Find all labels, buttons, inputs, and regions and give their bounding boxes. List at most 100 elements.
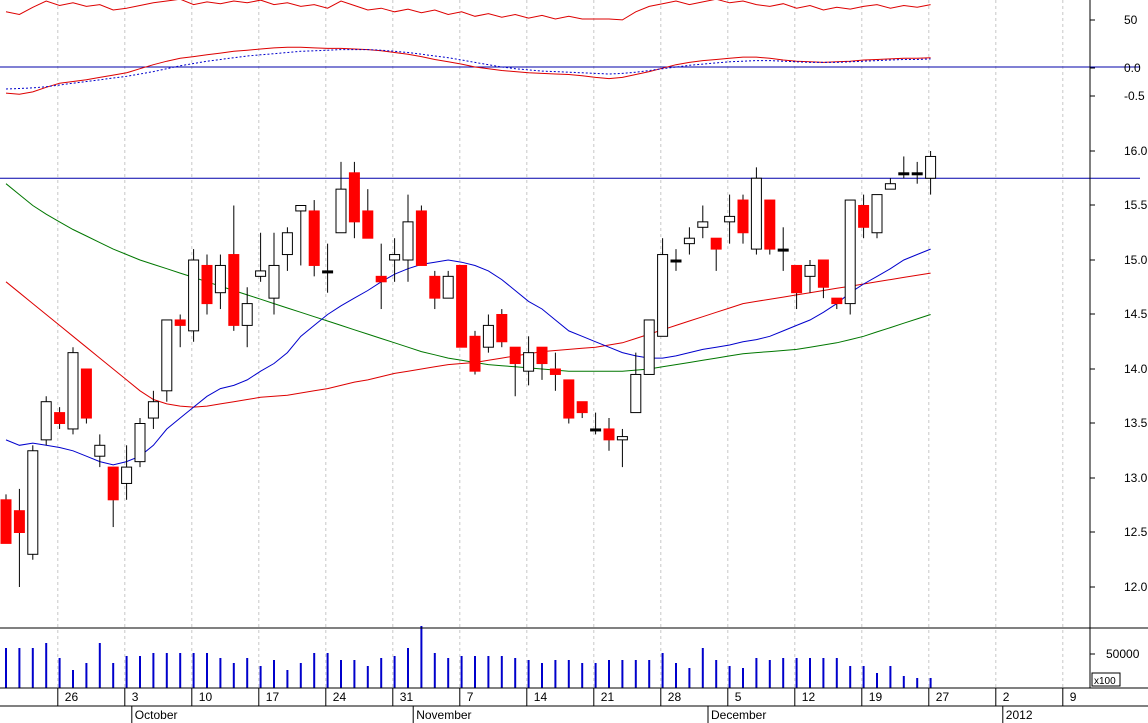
candle-body xyxy=(724,215,736,223)
candle-body xyxy=(415,210,427,266)
candle xyxy=(389,238,401,282)
day-label: 17 xyxy=(266,690,280,704)
price-tick-label: 13.0 xyxy=(1124,471,1148,485)
candle-body xyxy=(616,436,628,441)
candle xyxy=(415,205,427,266)
candle xyxy=(831,297,843,310)
candle xyxy=(228,205,240,331)
day-label: 12 xyxy=(802,690,816,704)
candle xyxy=(174,314,186,348)
candle-body xyxy=(241,303,253,326)
price-tick-label: 12.5 xyxy=(1124,525,1148,539)
candle-body xyxy=(295,205,307,212)
candle xyxy=(255,232,267,282)
candle xyxy=(348,161,360,239)
candle xyxy=(94,434,106,468)
price-tick-label: 14.5 xyxy=(1124,307,1148,321)
candle-body xyxy=(121,466,133,484)
candle xyxy=(188,249,200,342)
moving-average-short xyxy=(5,248,931,466)
indicator-tick-label: 50 xyxy=(1124,13,1138,27)
candle-body xyxy=(402,221,414,261)
candle xyxy=(925,151,937,195)
candle xyxy=(871,194,883,239)
candle-body xyxy=(107,466,119,501)
candle-body xyxy=(871,194,883,234)
candle-body xyxy=(134,423,146,463)
candle-body xyxy=(563,379,575,419)
candle xyxy=(0,494,12,544)
candle-body xyxy=(54,412,66,425)
candle-body xyxy=(804,264,816,277)
day-label: 10 xyxy=(199,690,213,704)
candle-body xyxy=(777,248,789,252)
price-tick-label: 15.5 xyxy=(1124,198,1148,212)
candle xyxy=(268,232,280,315)
volume-panel xyxy=(5,626,932,688)
candle-body xyxy=(482,324,494,348)
candle-body xyxy=(322,270,334,274)
month-label: December xyxy=(711,708,766,722)
candle xyxy=(791,264,803,310)
candle-body xyxy=(362,210,374,239)
candle xyxy=(590,412,602,435)
candle-body xyxy=(40,401,52,441)
candle-body xyxy=(456,264,468,348)
candle xyxy=(54,407,66,429)
candle-body xyxy=(603,428,615,441)
oscillator-upper-line xyxy=(5,0,931,21)
candle xyxy=(563,379,575,424)
candle-body xyxy=(791,264,803,294)
candle-body xyxy=(80,368,92,419)
month-label: November xyxy=(416,708,471,722)
candle-body xyxy=(884,183,896,190)
day-label: 14 xyxy=(534,690,548,704)
candle-body xyxy=(657,254,669,337)
candle-body xyxy=(188,259,200,332)
candle-body xyxy=(683,237,695,245)
day-label: 2 xyxy=(1003,690,1010,704)
candle-body xyxy=(630,373,642,414)
candle-body xyxy=(13,510,25,534)
candle xyxy=(576,401,588,419)
candle-body xyxy=(697,221,709,228)
candle-body xyxy=(429,275,441,299)
candle-body xyxy=(161,319,173,392)
candle xyxy=(858,194,870,239)
candle-body xyxy=(0,499,12,544)
candle xyxy=(308,200,320,277)
indicator-tick-label: 0.0 xyxy=(1124,61,1141,75)
candle xyxy=(362,189,374,239)
indicator-panel xyxy=(0,0,1140,95)
candle xyxy=(737,194,749,244)
candle xyxy=(697,205,709,239)
candle xyxy=(134,418,146,468)
moving-average-mid xyxy=(5,272,931,408)
candle-body xyxy=(817,259,829,288)
candle xyxy=(201,254,213,315)
candle xyxy=(549,352,561,391)
candle-body xyxy=(509,346,521,365)
candle-body xyxy=(831,297,843,305)
candle xyxy=(147,390,159,429)
month-label: 2012 xyxy=(1006,708,1033,722)
candle xyxy=(724,194,736,244)
candle-body xyxy=(94,444,106,457)
candle-body xyxy=(844,199,856,305)
candle xyxy=(523,336,535,386)
candle xyxy=(281,227,293,271)
candle xyxy=(121,445,133,500)
price-panel xyxy=(0,151,1140,587)
candle-body xyxy=(147,401,159,419)
oscillator-signal-line xyxy=(5,49,931,90)
candle xyxy=(764,199,776,255)
price-tick-label: 16.0 xyxy=(1124,144,1148,158)
candle-body xyxy=(442,275,454,299)
candle-body xyxy=(214,264,226,294)
candle-body xyxy=(898,172,910,176)
candle-body xyxy=(911,172,923,176)
candle xyxy=(322,243,334,293)
candle xyxy=(67,347,79,435)
candle xyxy=(804,260,816,293)
